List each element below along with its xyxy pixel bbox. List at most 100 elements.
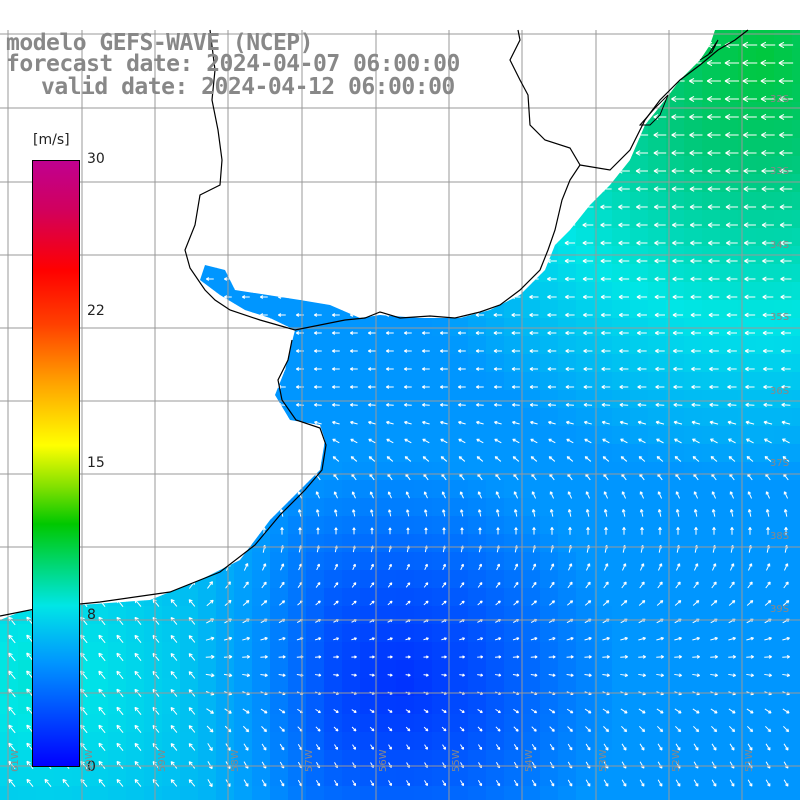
wind-arrow	[474, 42, 485, 48]
wind-arrow	[725, 150, 739, 156]
wind-arrow	[601, 330, 611, 336]
wind-arrow	[260, 277, 268, 281]
wind-arrow	[206, 438, 214, 444]
wind-arrow	[532, 527, 536, 535]
wind-speed-cell	[648, 48, 667, 67]
wind-speed-cell	[126, 444, 145, 463]
wind-speed-cell	[198, 390, 217, 409]
wind-speed-cell	[612, 228, 631, 247]
wind-speed-cell	[162, 516, 181, 535]
wind-speed-cell	[594, 300, 613, 319]
colorbar-tick-22: 22	[87, 303, 105, 319]
wind-speed-cell	[774, 480, 793, 499]
wind-arrow	[188, 420, 196, 425]
wind-speed-cell	[612, 264, 631, 283]
wind-arrow	[729, 563, 735, 571]
wind-arrow	[98, 115, 106, 119]
wind-arrow	[424, 527, 428, 535]
wind-arrow	[116, 169, 124, 173]
wind-arrow	[636, 330, 647, 336]
wind-speed-cell	[504, 768, 523, 787]
wind-arrow	[671, 168, 685, 174]
wind-arrow	[350, 420, 358, 425]
wind-arrow	[387, 709, 393, 713]
wind-speed-cell	[270, 696, 289, 715]
wind-arrow	[707, 132, 721, 138]
wind-speed-cell	[414, 282, 433, 301]
wind-speed-cell	[576, 102, 595, 121]
wind-arrow	[511, 312, 521, 318]
wind-arrow	[655, 348, 665, 354]
wind-speed-cell	[612, 480, 631, 499]
wind-speed-cell	[144, 516, 163, 535]
wind-arrow	[385, 187, 394, 191]
wind-arrow	[654, 276, 666, 282]
wind-arrow	[188, 779, 196, 787]
wind-speed-cell	[756, 498, 775, 517]
wind-speed-cell	[396, 732, 415, 751]
wind-arrow	[370, 563, 374, 571]
wind-speed-cell	[198, 714, 217, 733]
wind-arrow	[510, 168, 522, 174]
wind-speed-cell	[306, 300, 325, 319]
wind-speed-cell	[522, 750, 541, 769]
wind-speed-cell	[378, 516, 397, 535]
wind-speed-cell	[396, 372, 415, 391]
wind-arrow	[134, 670, 142, 680]
wind-speed-cell	[594, 714, 613, 733]
wind-arrow	[583, 348, 593, 354]
wind-arrow	[99, 508, 104, 518]
wind-arrow	[761, 222, 774, 228]
wind-arrow	[584, 636, 592, 641]
wind-speed-cell	[468, 192, 487, 211]
wind-speed-cell	[198, 138, 217, 157]
wind-speed-cell	[576, 336, 595, 355]
wind-speed-cell	[666, 228, 685, 247]
wind-arrow	[422, 420, 430, 425]
wind-speed-cell	[378, 390, 397, 409]
wind-arrow	[370, 780, 375, 787]
wind-arrow	[639, 491, 645, 499]
wind-arrow	[170, 367, 178, 371]
wind-speed-cell	[18, 660, 37, 679]
wind-arrow	[583, 366, 593, 372]
wind-arrow	[780, 294, 792, 300]
wind-arrow	[188, 133, 196, 137]
wind-speed-cell	[450, 174, 469, 193]
lat-tick-label: 32S	[770, 94, 790, 105]
wind-speed-cell	[234, 336, 253, 355]
wind-speed-cell	[126, 714, 145, 733]
wind-arrow	[603, 491, 609, 499]
wind-speed-cell	[576, 750, 595, 769]
wind-arrow	[459, 509, 464, 517]
wind-arrow	[729, 509, 734, 517]
wind-speed-cell	[666, 426, 685, 445]
wind-arrow	[532, 563, 537, 571]
wind-speed-cell	[558, 156, 577, 175]
wind-arrow	[495, 744, 501, 751]
wind-speed-cell	[792, 318, 800, 337]
wind-speed-cell	[414, 552, 433, 571]
wind-speed-cell	[234, 570, 253, 589]
wind-speed-cell	[432, 570, 451, 589]
wind-speed-cell	[198, 516, 217, 535]
wind-speed-cell	[558, 120, 577, 139]
wind-speed-cell	[720, 588, 739, 607]
wind-arrow	[369, 637, 375, 641]
wind-arrow	[655, 384, 665, 390]
wind-speed-cell	[108, 210, 127, 229]
wind-arrow	[474, 114, 485, 120]
wind-arrow	[8, 455, 16, 463]
wind-speed-cell	[324, 462, 343, 481]
wind-arrow	[405, 726, 411, 732]
wind-arrow	[260, 655, 268, 659]
wind-arrow	[100, 544, 105, 554]
wind-arrow	[442, 563, 446, 571]
wind-arrow	[8, 634, 16, 644]
wind-speed-cell	[432, 174, 451, 193]
wind-arrow	[405, 655, 411, 659]
wind-speed-cell	[252, 696, 271, 715]
wind-arrow	[640, 527, 644, 535]
wind-arrow	[387, 637, 393, 641]
wind-speed-cell	[0, 390, 19, 409]
